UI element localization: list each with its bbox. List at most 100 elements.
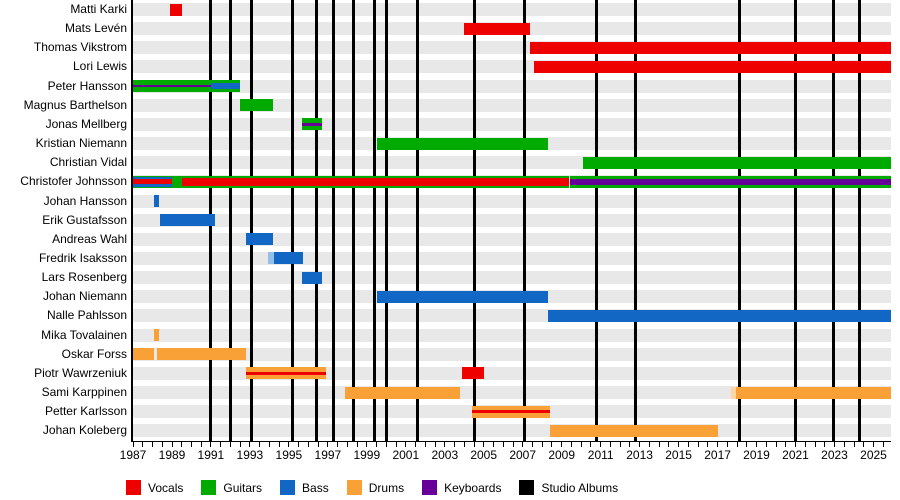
bar-layer-guitars	[181, 185, 570, 188]
bar-layer-bass_session	[267, 252, 275, 265]
member-bar	[583, 156, 891, 169]
row-band	[133, 79, 891, 93]
axis-tick	[366, 441, 368, 447]
legend-label: Vocals	[148, 480, 184, 495]
axis-tick	[288, 441, 290, 447]
member-bar	[376, 137, 549, 150]
member-bar	[133, 348, 155, 361]
bar-layer-vocals	[529, 41, 891, 54]
axis-tick	[765, 441, 767, 447]
row-band	[133, 194, 891, 208]
axis-tick-label: 2019	[743, 448, 770, 462]
legend-label: Drums	[368, 480, 405, 495]
member-label: Christofer Johnsson	[20, 174, 127, 189]
member-bar	[301, 118, 323, 131]
member-bar	[550, 424, 718, 437]
axis-tick	[863, 441, 865, 447]
axis-tick	[327, 441, 329, 447]
bar-layer-guitars	[133, 175, 172, 178]
member-label: Lori Lewis	[72, 59, 127, 74]
bar-layer-guitars	[301, 125, 323, 131]
axis-tick	[551, 441, 553, 447]
bar-layer-vocals	[181, 177, 570, 186]
member-label: Magnus Barthelson	[23, 97, 127, 112]
member-label: Kristian Niemann	[35, 136, 127, 151]
member-label: Oskar Forss	[61, 346, 127, 361]
axis-tick	[483, 441, 485, 447]
axis-tick	[415, 441, 416, 447]
bar-layer-drums	[133, 348, 155, 361]
row-band	[133, 3, 891, 16]
axis-tick	[229, 441, 231, 447]
legend-item-vocals: Vocals	[126, 480, 183, 495]
bar-layer-keyboards	[133, 84, 211, 88]
member-label: Johan Niemann	[42, 289, 127, 304]
axis-tick	[561, 441, 563, 447]
studio-album-line	[634, 0, 638, 441]
bar-layer-keyboards	[569, 178, 891, 185]
bass-swatch-icon	[280, 480, 296, 495]
legend-label: Studio Albums	[541, 480, 619, 495]
axis-tick	[687, 441, 689, 447]
axis-tick	[697, 441, 699, 447]
bar-layer-vocals	[246, 371, 326, 375]
member-bar	[731, 386, 737, 399]
axis-tick	[658, 441, 660, 447]
axis-tick	[814, 441, 816, 447]
axis-tick	[191, 441, 192, 447]
member-label: Mika Tovalainen	[41, 327, 127, 342]
member-label: Christian Vidal	[49, 155, 127, 170]
member-label: Erik Gustafsson	[42, 212, 127, 227]
bar-layer-drums	[550, 424, 718, 437]
studio-album-line	[291, 0, 295, 441]
axis-tick	[317, 441, 319, 447]
axis-tick	[181, 441, 183, 447]
studio-album-line	[384, 0, 388, 441]
studio-album-line	[858, 0, 862, 441]
bar-layer-drums	[736, 386, 891, 399]
member-bar	[170, 3, 182, 16]
member-bar	[472, 405, 550, 418]
member-bar	[376, 290, 549, 303]
axis-tick-label: 2011	[587, 448, 614, 462]
member-bar	[133, 175, 172, 188]
axis-tick	[132, 441, 134, 447]
bar-layer-guitars	[133, 87, 211, 93]
bar-layer-bass	[246, 233, 274, 246]
axis-tick	[785, 441, 787, 447]
axis-tick	[307, 441, 309, 447]
member-bar	[154, 329, 160, 342]
axis-tick	[463, 441, 465, 447]
member-label: Matti Karki	[70, 2, 127, 16]
axis-tick	[795, 441, 796, 447]
member-bar	[736, 386, 891, 399]
axis-tick-label: 2021	[782, 448, 809, 462]
member-label: Petter Karlsson	[44, 404, 127, 419]
bar-layer-guitars	[240, 99, 274, 112]
bar-layer-bass	[160, 214, 215, 227]
axis-tick	[395, 441, 397, 447]
bar-layer-guitars	[583, 156, 891, 169]
row-band	[133, 117, 891, 131]
bar-layer-drums	[246, 367, 326, 372]
row-band	[133, 98, 891, 112]
axis-tick	[639, 441, 641, 447]
member-label: Johan Hansson	[43, 193, 127, 208]
bar-layer-drums	[157, 348, 247, 361]
axis-tick	[210, 441, 212, 447]
bar-layer-keyboards	[301, 123, 323, 126]
axis-tick	[707, 441, 709, 447]
row-band	[133, 251, 891, 265]
bar-layer-bass	[154, 195, 160, 207]
member-label: Thomas Vikstrom	[33, 40, 127, 55]
member-label: Fredrik Isaksson	[38, 250, 127, 265]
axis-tick-label: 1989	[158, 448, 186, 462]
axis-tick	[200, 441, 202, 447]
member-label: Piotr Wawrzeniuk	[34, 365, 127, 380]
axis-tick	[609, 441, 611, 447]
axis-tick	[493, 441, 494, 447]
bar-layer-drums	[472, 413, 550, 418]
bar-layer-guitars	[569, 184, 891, 188]
row-band	[133, 424, 891, 438]
axis-tick	[590, 441, 592, 447]
